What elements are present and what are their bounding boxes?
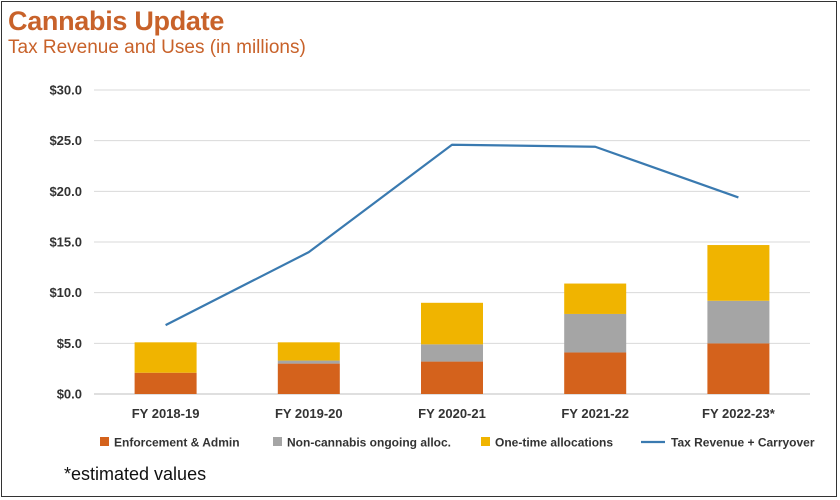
- y-tick-label: $15.0: [49, 235, 82, 250]
- legend-swatch: [273, 437, 282, 446]
- y-tick-label: $20.0: [49, 184, 82, 199]
- legend-label: One-time allocations: [495, 436, 613, 450]
- bar-segment: [277, 360, 340, 364]
- legend-label: Enforcement & Admin: [114, 436, 240, 450]
- y-tick-label: $10.0: [49, 285, 82, 300]
- line-series: [165, 143, 739, 327]
- legend-swatch: [481, 437, 490, 446]
- legend-label: Non-cannabis ongoing alloc.: [287, 436, 451, 450]
- page-title: Cannabis Update: [8, 6, 225, 36]
- y-tick-label: $0.0: [57, 387, 82, 402]
- bar-segment: [421, 344, 483, 362]
- bar-segment: [277, 363, 340, 394]
- x-tick-label: FY 2020-21: [418, 406, 486, 421]
- y-tick-label: $30.0: [49, 83, 82, 98]
- bar-segment: [421, 361, 483, 394]
- bar-segment: [564, 352, 627, 394]
- x-tick-label: FY 2022-23*: [702, 406, 776, 421]
- bar-segment: [707, 343, 770, 394]
- x-tick-label: FY 2019-20: [275, 406, 343, 421]
- y-tick-label: $25.0: [49, 133, 82, 148]
- legend-label: Tax Revenue + Carryover: [671, 436, 815, 450]
- bar-segment: [134, 372, 197, 394]
- y-tick-label: $5.0: [57, 336, 82, 351]
- x-tick-label: FY 2021-22: [561, 406, 629, 421]
- bar-segment: [564, 313, 627, 353]
- footnote: *estimated values: [64, 464, 207, 484]
- bar-segment: [564, 283, 627, 314]
- bar-segment: [421, 302, 483, 345]
- x-tick-label: FY 2018-19: [132, 406, 200, 421]
- legend-swatch: [100, 437, 109, 446]
- bar-segment: [277, 342, 340, 361]
- bar-segment: [707, 245, 770, 301]
- chart-subtitle: Tax Revenue and Uses (in millions): [8, 37, 306, 58]
- bar-segment: [134, 342, 197, 373]
- bar-segment: [707, 300, 770, 344]
